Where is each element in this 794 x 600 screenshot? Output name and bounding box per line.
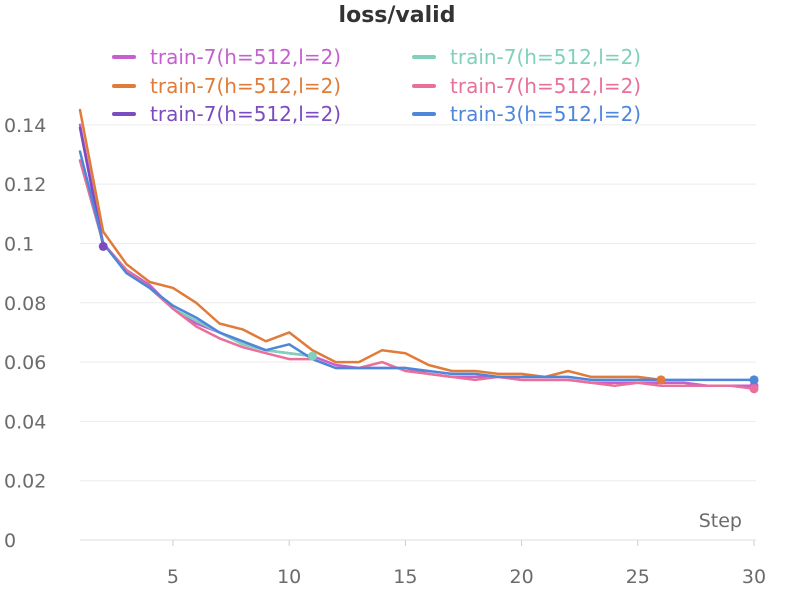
y-tick-label: 0.1 <box>4 233 34 255</box>
series-line <box>78 150 756 382</box>
x-axis-ticks: 5 10 15 20 25 30 <box>167 540 766 588</box>
series-end-marker <box>749 384 759 394</box>
gridlines <box>80 124 756 482</box>
legend-label: train-7(h=512,l=2) <box>450 74 641 98</box>
series-group <box>78 108 759 394</box>
legend-label: train-7(h=512,l=2) <box>150 45 341 69</box>
x-tick-label: 5 <box>167 566 179 588</box>
y-tick-label: 0 <box>4 530 16 552</box>
x-tick-label: 10 <box>277 566 301 588</box>
legend-label: train-7(h=512,l=2) <box>150 102 341 126</box>
y-tick-label: 0.14 <box>4 115 46 137</box>
legend-label: train-3(h=512,l=2) <box>450 102 641 126</box>
series-end-marker <box>307 351 317 361</box>
legend-label: train-7(h=512,l=2) <box>450 45 641 69</box>
y-tick-label: 0.02 <box>4 471 46 493</box>
series-end-marker <box>749 375 759 385</box>
x-tick-label: 25 <box>626 566 650 588</box>
series-line <box>78 108 663 382</box>
series-line <box>78 123 756 388</box>
series-end-marker <box>656 375 666 385</box>
y-tick-label: 0.08 <box>4 293 46 315</box>
x-tick-label: 30 <box>742 566 766 588</box>
y-tick-label: 0.06 <box>4 352 46 374</box>
series-line <box>78 159 756 391</box>
x-tick-label: 15 <box>393 566 417 588</box>
y-tick-label: 0.04 <box>4 411 46 433</box>
legend: train-7(h=512,l=2) train-7(h=512,l=2) trai… <box>112 45 641 126</box>
x-tick-label: 20 <box>509 566 533 588</box>
y-tick-label: 0.12 <box>4 174 46 196</box>
series-end-marker <box>98 241 108 251</box>
legend-label: train-7(h=512,l=2) <box>150 74 341 98</box>
x-axis-label: Step <box>699 510 742 532</box>
y-axis-ticks: 0 0.02 0.04 0.06 0.08 0.1 0.12 0.14 <box>4 115 46 552</box>
chart-title: loss/valid <box>339 3 456 28</box>
